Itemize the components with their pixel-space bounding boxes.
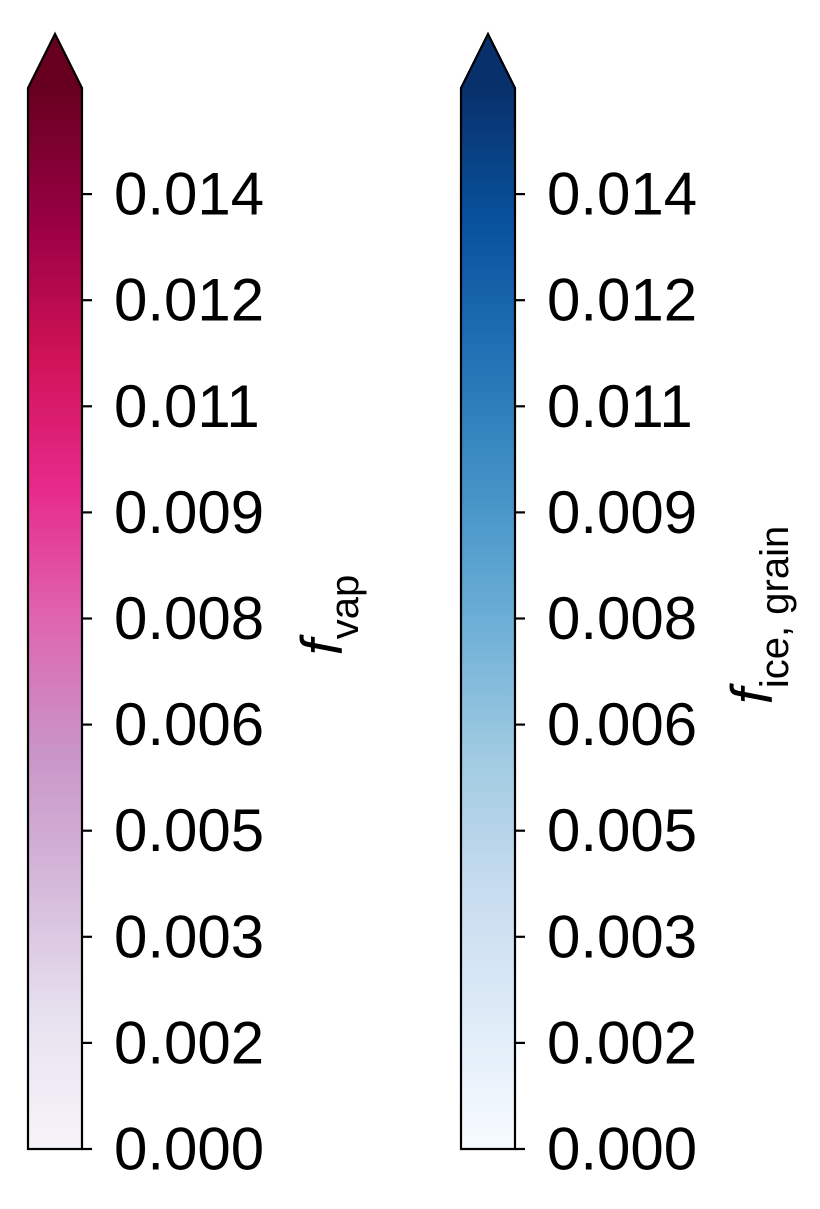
colorbar-ice-grain: 0.000 0.002 0.003 0.005 0.006 0.008 0.009 0.011… — [459, 31, 797, 1183]
colorbar-tick-label: 0.014 — [547, 161, 697, 228]
colorbar-tick-label: 0.011 — [547, 373, 693, 440]
colorbar-tick-label: 0.003 — [547, 903, 697, 970]
colorbar-label-ice-grain: fice, grain — [720, 526, 797, 704]
colorbar-label-vap: fvap — [290, 575, 367, 656]
colorbar-tick-label: 0.002 — [114, 1009, 264, 1076]
colorbar-outline — [459, 31, 517, 1151]
colorbar-tick-label: 0.003 — [114, 903, 264, 970]
colorbar-tick-label: 0.009 — [114, 479, 264, 546]
colorbar-outline — [26, 31, 84, 1151]
colorbar-tick-label: 0.012 — [114, 267, 264, 334]
colorbar-vap: 0.000 0.002 0.003 0.005 0.006 0.008 0.009 0.011… — [26, 31, 367, 1183]
colorbar-tick-label: 0.002 — [547, 1009, 697, 1076]
colorbar-tick-label: 0.011 — [114, 373, 260, 440]
colorbar-tick-label: 0.012 — [547, 267, 697, 334]
colorbar-extend-max-triangle — [461, 34, 515, 88]
colorbar-gradient — [28, 88, 82, 1149]
colorbar-tick-label: 0.006 — [547, 691, 697, 758]
colorbar-extend-max-triangle — [28, 34, 82, 88]
colorbar-gradient — [461, 88, 515, 1149]
colorbar-label-subscript: ice, grain — [753, 526, 797, 688]
colorbar-tick-label: 0.014 — [114, 161, 264, 228]
colorbar-label-subscript: vap — [323, 575, 367, 640]
colorbar-tick-label: 0.005 — [547, 797, 697, 864]
colorbar-tick-label: 0.008 — [547, 585, 697, 652]
colorbar-tick-label: 0.008 — [114, 585, 264, 652]
colorbar-tick-label: 0.009 — [547, 479, 697, 546]
colorbar-tick-label: 0.000 — [114, 1116, 264, 1183]
colorbar-tick-label: 0.000 — [547, 1116, 697, 1183]
colorbar-tick-label: 0.006 — [114, 691, 264, 758]
colorbar-tick-label: 0.005 — [114, 797, 264, 864]
